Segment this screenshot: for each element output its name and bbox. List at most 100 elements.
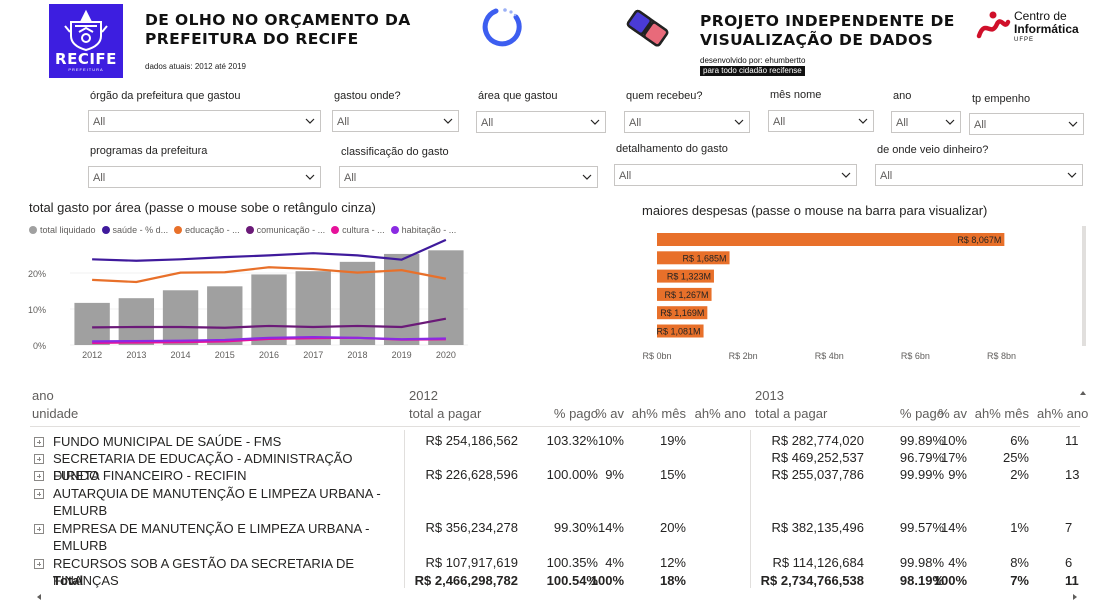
area-chart[interactable]: 0% 10% 20% 2012 2013 2014 2015 2016 2017 2018 2019… [20, 237, 500, 372]
date-note: dados atuais: 2012 até 2019 [145, 62, 246, 71]
matrix-cell: 99.30% [553, 520, 598, 535]
matrix-cell: 10% [940, 433, 967, 448]
matrix-cell: R$ 382,135,496 [771, 520, 864, 535]
tp-empenho-label: tp empenho [972, 93, 1031, 105]
row-label: AUTARQUIA DE MANUTENÇÃO E LIMPEZA URBANA… [53, 486, 381, 518]
gastou-onde-dropdown[interactable]: All [332, 110, 459, 132]
origem-value: All [880, 170, 893, 182]
year-header: 2013 [755, 388, 784, 403]
detalhamento-value: All [619, 170, 632, 182]
cin-line2: Informática [1014, 22, 1079, 36]
expand-row-button[interactable] [34, 454, 44, 464]
expense-data-label: R$ 1,323M [667, 272, 711, 282]
programas-label: programas da prefeitura [90, 145, 208, 157]
legend-item: comunicação - ... [245, 225, 325, 235]
eraser-icon [626, 9, 669, 47]
orgao-dropdown[interactable]: All [88, 110, 321, 132]
matrix-cell: R$ 282,774,020 [771, 433, 864, 448]
total-bar [295, 271, 331, 345]
origem-dropdown[interactable]: All [875, 164, 1083, 186]
x-tick-label: 2016 [259, 350, 279, 360]
matrix-cell: 4% [948, 555, 967, 570]
column-header: ah% ano [694, 406, 746, 421]
column-header: % pago [553, 406, 598, 421]
for-citizen-note: para todo cidadão recifense [700, 66, 805, 76]
legend-dot [174, 226, 183, 234]
total-cell: 100.54% [546, 573, 598, 588]
mes-nome-label: mês nome [770, 89, 822, 101]
matrix-cell: 99.89% [899, 433, 944, 448]
detalhamento-dropdown[interactable]: All [614, 164, 857, 186]
legend-dot [245, 226, 254, 234]
expense-bar [657, 233, 1005, 246]
scroll-up-icon[interactable] [1078, 385, 1088, 395]
classificacao-value: All [344, 172, 357, 184]
expense-data-label: R$ 1,169M [660, 308, 704, 318]
series-line [92, 317, 447, 329]
matrix-cell: R$ 254,186,562 [425, 433, 518, 448]
matrix-cell: R$ 226,628,596 [425, 467, 518, 482]
x-tick-label: 2015 [215, 350, 235, 360]
scroll-right-icon[interactable] [1070, 589, 1080, 600]
matrix-cell: 14% [940, 520, 967, 535]
legend-item: saúde - % d... [101, 225, 168, 235]
column-header: % av [938, 406, 967, 421]
expense-data-label: R$ 1,081M [657, 327, 701, 337]
recife-logo-sub: PREFEITURA [68, 67, 104, 72]
area-dropdown[interactable]: All [476, 111, 606, 133]
row-header-unidade: unidade [32, 406, 79, 421]
total-cell: R$ 2,466,298,782 [414, 573, 518, 588]
expand-row-button[interactable] [34, 524, 44, 534]
expense-bar [657, 269, 714, 283]
matrix-cell: R$ 107,917,619 [425, 555, 518, 570]
page-title: DE OLHO NO ORÇAMENTO DA PREFEITURA DO RE… [145, 11, 411, 48]
matrix-cell: 6 [1065, 555, 1073, 570]
mes-nome-dropdown[interactable]: All [768, 110, 874, 132]
recife-crest-icon [64, 9, 108, 52]
expand-row-button[interactable] [34, 437, 44, 447]
refresh-icon [482, 8, 522, 47]
total-bar [162, 290, 199, 345]
expense-bar [657, 324, 704, 338]
series-line [92, 266, 447, 284]
detalhamento-label: detalhamento do gasto [616, 143, 728, 155]
ano-label: ano [893, 90, 912, 102]
series-line [92, 238, 447, 262]
matrix-cell: 96.79% [899, 450, 944, 465]
expand-row-button[interactable] [34, 471, 44, 481]
programas-dropdown[interactable]: All [88, 166, 321, 188]
x-tick-label: 2012 [82, 350, 102, 360]
tp-empenho-value: All [974, 119, 987, 131]
row-label: EMPRESA DE MANUTENÇÃO E LIMPEZA URBANA -… [53, 521, 370, 553]
legend-label: educação - ... [185, 225, 240, 235]
classificacao-dropdown[interactable]: All [339, 166, 598, 188]
expand-row-button[interactable] [34, 489, 44, 499]
top-expenses-chart[interactable]: R$ 8,067M R$ 1,685M R$ 1,323M R$ 1,267M R$ 1… [630, 224, 1060, 364]
x-tick-label: R$ 8bn [987, 351, 1016, 361]
total-bar [207, 286, 243, 345]
matrix-cell: 25% [1002, 450, 1029, 465]
quem-recebeu-dropdown[interactable]: All [624, 111, 750, 133]
matrix-cell: 99.99% [899, 467, 944, 482]
x-tick-label: 2019 [392, 350, 412, 360]
expand-row-button[interactable] [34, 559, 44, 569]
legend-label: cultura - ... [342, 225, 385, 235]
matrix-cell: 100.35% [546, 555, 598, 570]
programas-value: All [93, 172, 106, 184]
chevron-down-icon [945, 119, 955, 125]
total-bar [339, 261, 376, 345]
total-cell: 98.19% [899, 573, 944, 588]
total-label: Total [53, 573, 84, 588]
orgao-label: órgão da prefeitura que gastou [90, 90, 241, 102]
scroll-left-icon[interactable] [34, 589, 44, 600]
matrix-cell: 19% [659, 433, 686, 448]
column-header: total a pagar [755, 406, 828, 421]
tp-empenho-dropdown[interactable]: All [969, 113, 1084, 135]
column-header: % av [595, 406, 624, 421]
total-bar [74, 302, 110, 345]
cin-name: Centro de Informática UFPE [1014, 10, 1079, 44]
classificacao-label: classificação do gasto [341, 146, 449, 158]
ano-dropdown[interactable]: All [891, 111, 961, 133]
matrix-cell: 17% [940, 450, 967, 465]
chart-scrollbar[interactable] [1082, 226, 1086, 346]
